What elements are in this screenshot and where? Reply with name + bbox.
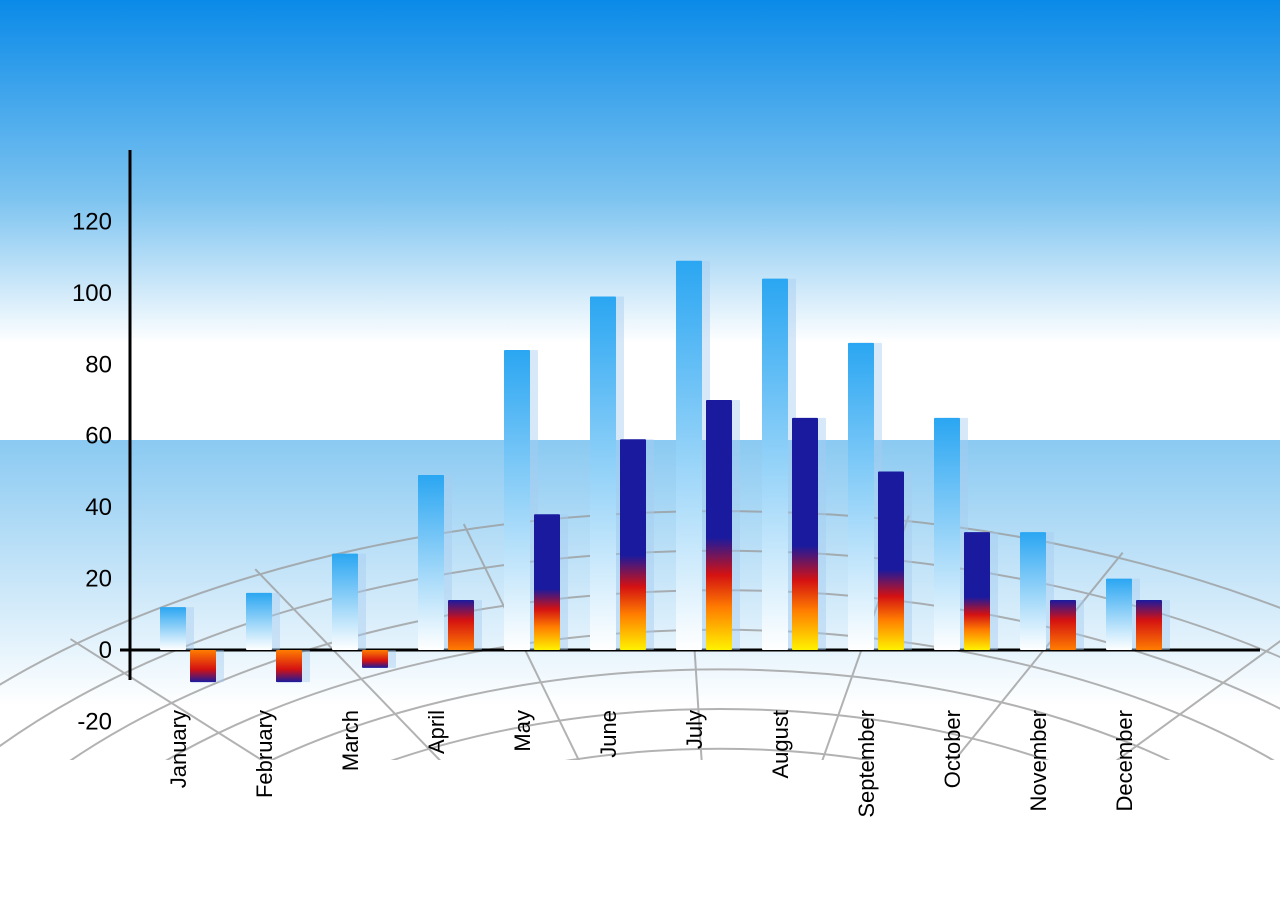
category-label: July bbox=[682, 710, 707, 749]
bar bbox=[848, 343, 874, 650]
y-tick-label: 120 bbox=[72, 208, 112, 235]
bar bbox=[620, 439, 646, 650]
bar bbox=[706, 400, 732, 650]
category-label: December bbox=[1112, 710, 1137, 811]
bar bbox=[1050, 600, 1076, 650]
category-label: January bbox=[166, 710, 191, 788]
category-label: August bbox=[768, 710, 793, 779]
category-label: May bbox=[510, 710, 535, 752]
category-label: February bbox=[252, 710, 277, 798]
category-label: April bbox=[424, 710, 449, 754]
bar bbox=[1136, 600, 1162, 650]
bar bbox=[190, 650, 216, 682]
category-label: November bbox=[1026, 710, 1051, 811]
bar bbox=[762, 279, 788, 650]
bar bbox=[934, 418, 960, 650]
category-label: June bbox=[596, 710, 621, 758]
category-label: March bbox=[338, 710, 363, 771]
y-tick-label: 60 bbox=[85, 423, 112, 450]
bar bbox=[362, 650, 388, 668]
y-tick-label: 0 bbox=[99, 637, 112, 664]
bar bbox=[246, 593, 272, 650]
bar bbox=[676, 261, 702, 650]
bar bbox=[534, 514, 560, 650]
bar bbox=[276, 650, 302, 682]
bar bbox=[504, 350, 530, 650]
bar bbox=[332, 554, 358, 650]
bar bbox=[964, 532, 990, 650]
y-tick-label: 80 bbox=[85, 351, 112, 378]
bar bbox=[590, 296, 616, 650]
y-tick-label: 100 bbox=[72, 280, 112, 307]
bar bbox=[792, 418, 818, 650]
y-tick-label: -20 bbox=[77, 708, 112, 735]
bar bbox=[1020, 532, 1046, 650]
y-tick-label: 40 bbox=[85, 494, 112, 521]
bar bbox=[418, 475, 444, 650]
category-label: September bbox=[854, 710, 879, 818]
category-label: October bbox=[940, 710, 965, 788]
y-tick-label: 20 bbox=[85, 566, 112, 593]
bar bbox=[878, 471, 904, 650]
bar bbox=[448, 600, 474, 650]
bar bbox=[160, 607, 186, 650]
monthly-bar-chart: -20 0 20 40 60 80 100 120 January February March Ap… bbox=[0, 0, 1280, 905]
bar bbox=[1106, 579, 1132, 650]
